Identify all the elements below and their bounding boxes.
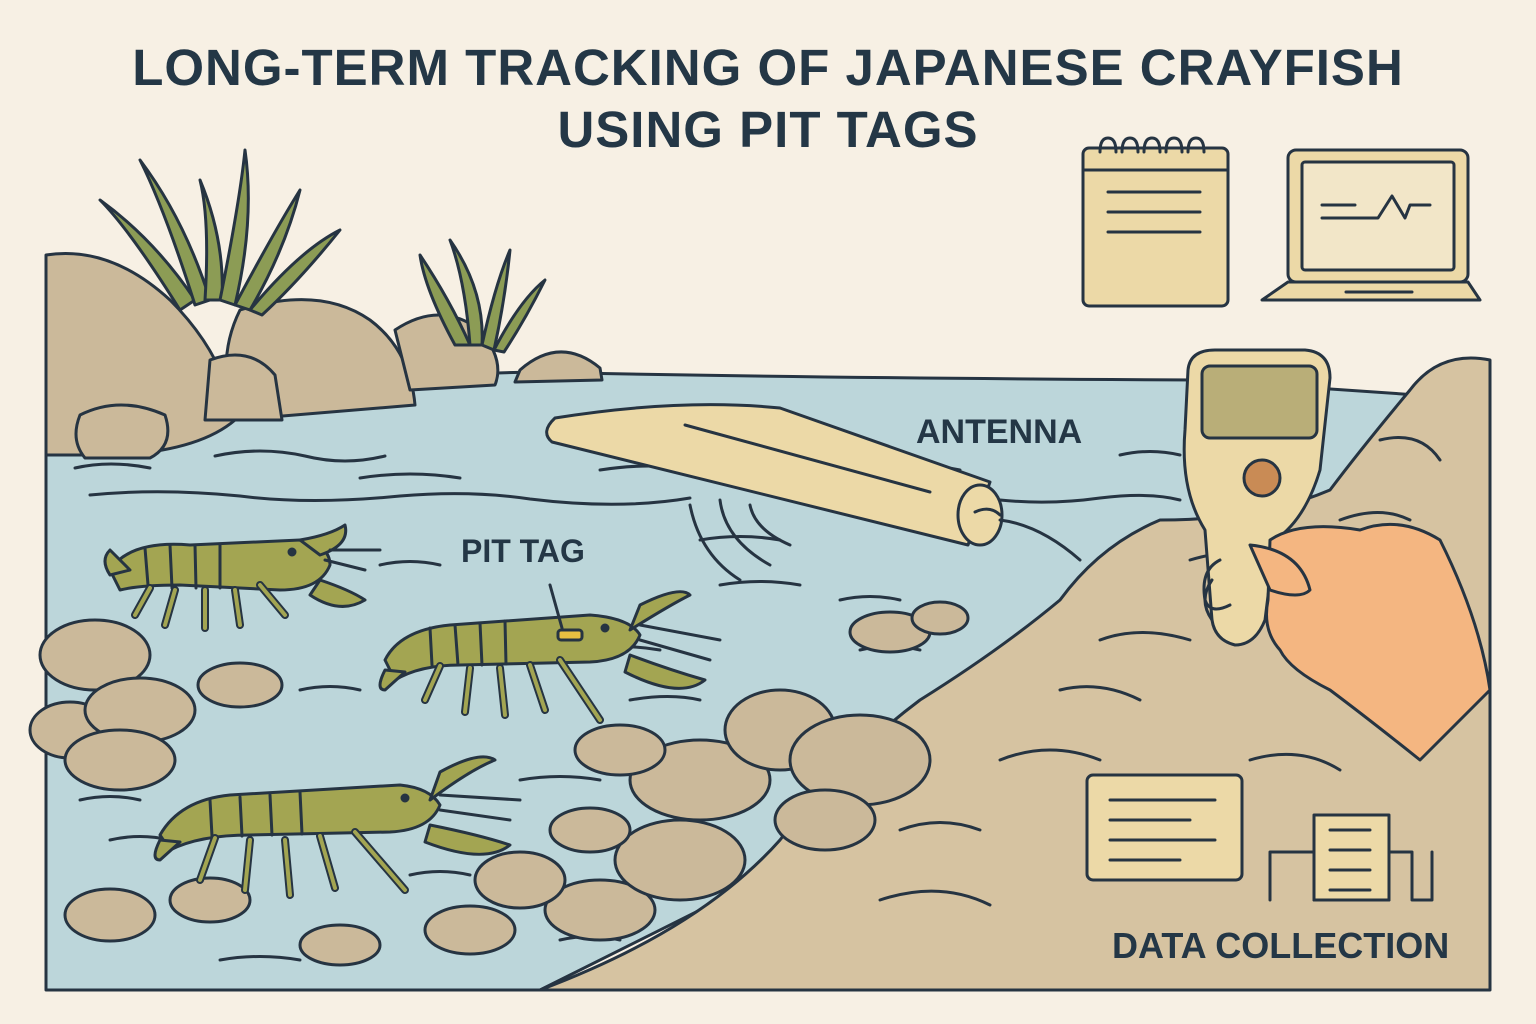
hand xyxy=(1202,522,1492,762)
crayfish-1 xyxy=(103,523,382,632)
document-icon xyxy=(1085,773,1244,882)
pit-tag-label: PIT TAG xyxy=(461,533,585,569)
back-rocks xyxy=(44,251,604,460)
pit-tag xyxy=(556,628,584,642)
signal-waves xyxy=(688,498,792,582)
plants xyxy=(98,148,547,354)
page-title-line-2: USING PIT TAGS xyxy=(557,101,979,158)
reader-button[interactable] xyxy=(1242,458,1282,498)
notepad-icon xyxy=(1081,136,1230,308)
stream-rocks xyxy=(28,600,970,967)
reader-screen xyxy=(1200,364,1319,440)
laptop-icon xyxy=(1260,148,1482,302)
crayfish-3 xyxy=(153,755,522,899)
pit-reader[interactable] xyxy=(1182,348,1332,647)
antenna-label: ANTENNA xyxy=(916,413,1083,451)
antenna-rod xyxy=(545,403,1082,562)
data-collection-label: DATA COLLECTION xyxy=(1112,925,1450,966)
crayfish-2 xyxy=(378,583,722,724)
pit-tag-pointer xyxy=(548,583,564,630)
bar-graph-icon xyxy=(1268,813,1434,902)
page-title-line-1: LONG-TERM TRACKING OF JAPANESE CRAYFISH xyxy=(132,39,1404,96)
